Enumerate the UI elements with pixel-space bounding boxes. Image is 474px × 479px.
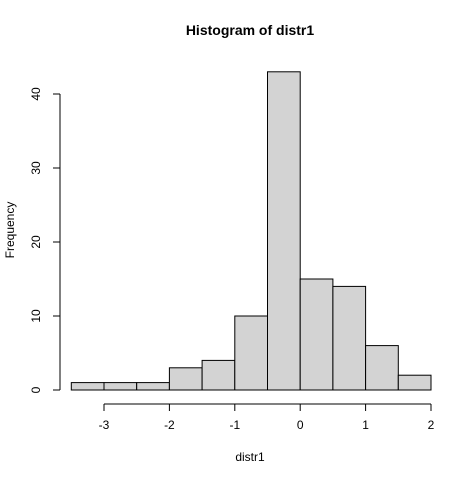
bar [234, 315, 269, 391]
y-tick-label: 40 [29, 87, 43, 101]
chart-title: Histogram of distr1 [186, 22, 315, 38]
x-axis-label: distr1 [235, 450, 265, 464]
bar [168, 367, 203, 391]
bar [103, 382, 138, 391]
bar [201, 359, 236, 391]
bar [299, 278, 334, 391]
y-tick-label: 30 [29, 161, 43, 175]
bar [136, 382, 170, 391]
x-tick-label: -1 [229, 418, 240, 432]
bar [70, 382, 105, 391]
bar [267, 71, 301, 391]
y-axis-label: Frequency [3, 202, 17, 259]
bar [397, 374, 432, 391]
y-tick-label: 20 [29, 235, 43, 249]
bar [365, 345, 399, 391]
x-tick-label: 2 [428, 418, 435, 432]
bar [332, 285, 367, 391]
x-tick-label: -2 [164, 418, 175, 432]
x-tick-label: -3 [99, 418, 110, 432]
y-tick-label: 0 [29, 386, 43, 393]
y-tick-label: 10 [29, 309, 43, 323]
x-tick-label: 0 [297, 418, 304, 432]
x-tick-label: 1 [362, 418, 369, 432]
